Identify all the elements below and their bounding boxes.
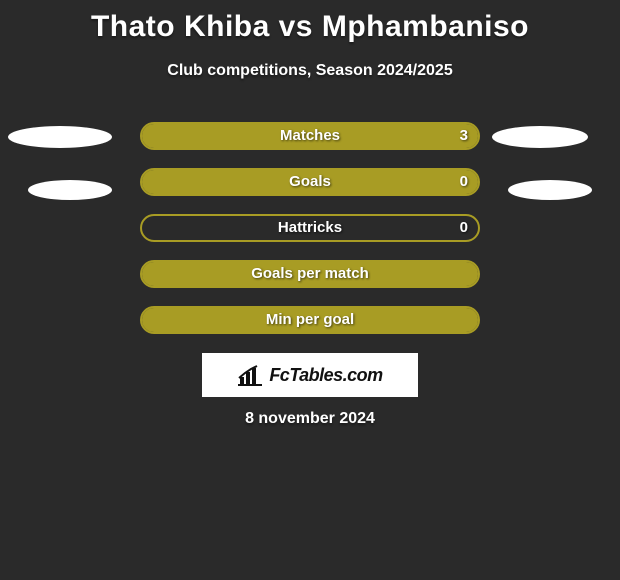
stat-bar: Goals per match <box>140 260 480 288</box>
comparison-infographic: Thato Khiba vs Mphambaniso Club competit… <box>0 0 620 580</box>
stat-value: 0 <box>460 216 468 240</box>
logo-box: FcTables.com <box>202 353 418 397</box>
stat-bar: Goals0 <box>140 168 480 196</box>
avatar-placeholder <box>28 180 112 200</box>
stat-label: Hattricks <box>142 216 478 240</box>
page-title: Thato Khiba vs Mphambaniso <box>0 0 620 44</box>
stat-bar: Min per goal <box>140 306 480 334</box>
subtitle: Club competitions, Season 2024/2025 <box>0 62 620 80</box>
stat-bar-fill <box>142 308 478 332</box>
stat-row: Goals per match <box>0 260 620 290</box>
stat-bar-fill <box>142 124 478 148</box>
stat-row: Hattricks0 <box>0 214 620 244</box>
logo-text: FcTables.com <box>269 365 382 386</box>
stat-bar: Matches3 <box>140 122 480 150</box>
stat-value: 0 <box>460 170 468 194</box>
stats-block: Matches3Goals0Hattricks0Goals per matchM… <box>0 122 620 336</box>
stat-bar-fill <box>142 170 478 194</box>
stat-bar-fill <box>142 262 478 286</box>
stat-bar: Hattricks0 <box>140 214 480 242</box>
avatar-placeholder <box>8 126 112 148</box>
avatar-placeholder <box>508 180 592 200</box>
avatar-placeholder <box>492 126 588 148</box>
bar-chart-icon <box>237 364 263 386</box>
stat-row: Min per goal <box>0 306 620 336</box>
date-caption: 8 november 2024 <box>0 410 620 428</box>
stat-value: 3 <box>460 124 468 148</box>
